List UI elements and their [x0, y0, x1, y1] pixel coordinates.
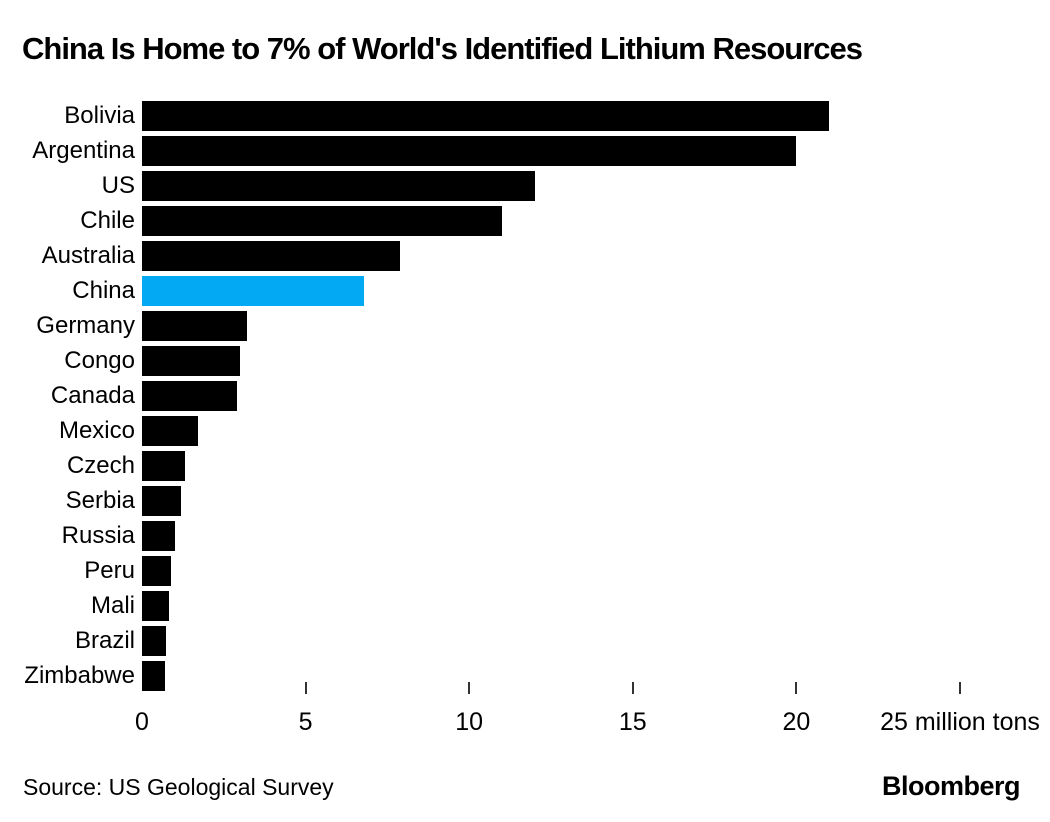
chart-title: China Is Home to 7% of World's Identifie… — [22, 31, 863, 66]
chart-row-czech: Czech — [0, 451, 1050, 481]
chart-row-bolivia: Bolivia — [0, 101, 1050, 131]
bar-congo — [142, 346, 241, 376]
x-tick-label-25: 25 million tons — [880, 708, 1040, 736]
category-label-mali: Mali — [90, 592, 135, 619]
bar-us — [142, 171, 535, 201]
chart-row-chile: Chile — [0, 206, 1050, 236]
x-tick-20 — [795, 682, 798, 694]
category-label-serbia: Serbia — [65, 487, 135, 514]
x-tick-15 — [631, 682, 634, 694]
chart-row-germany: Germany — [0, 311, 1050, 341]
category-label-peru: Peru — [84, 557, 135, 584]
bar-brazil — [142, 626, 166, 656]
category-label-us: US — [101, 172, 135, 199]
chart-row-mali: Mali — [0, 591, 1050, 621]
bar-argentina — [142, 136, 797, 166]
bar-germany — [142, 311, 247, 341]
bar-serbia — [142, 486, 182, 516]
category-label-canada: Canada — [50, 382, 135, 409]
chart-row-congo: Congo — [0, 346, 1050, 376]
bar-chile — [142, 206, 502, 236]
category-label-czech: Czech — [66, 452, 135, 479]
bar-peru — [142, 556, 171, 586]
chart-row-zimbabwe: Zimbabwe — [0, 661, 1050, 691]
bar-rows: Bolivia Argentina US Chile Australia China Ger… — [0, 101, 1050, 697]
chart-row-peru: Peru — [0, 556, 1050, 586]
bar-canada — [142, 381, 237, 411]
category-label-brazil: Brazil — [74, 627, 135, 654]
bar-mali — [142, 591, 170, 621]
bloomberg-logo: Bloomberg — [881, 771, 1021, 801]
category-label-australia: Australia — [41, 242, 135, 269]
category-label-china: China — [72, 277, 135, 304]
x-tick-label-10: 10 — [455, 708, 484, 736]
chart-row-russia: Russia — [0, 521, 1050, 551]
chart-row-australia: Australia — [0, 241, 1050, 271]
x-tick-25 — [959, 682, 961, 694]
chart-row-canada: Canada — [0, 381, 1050, 411]
category-label-bolivia: Bolivia — [64, 102, 135, 129]
category-label-congo: Congo — [64, 347, 135, 374]
chart-row-serbia: Serbia — [0, 486, 1050, 516]
bar-bolivia — [142, 101, 830, 131]
bar-australia — [142, 241, 401, 271]
chart-row-argentina: Argentina — [0, 136, 1050, 166]
bar-china — [142, 276, 365, 306]
x-tick-label-20: 20 — [782, 708, 811, 736]
category-label-chile: Chile — [80, 207, 135, 234]
x-tick-10 — [468, 682, 471, 694]
category-label-argentina: Argentina — [32, 137, 135, 164]
chart-row-mexico: Mexico — [0, 416, 1050, 446]
x-tick-5 — [304, 682, 307, 694]
category-label-mexico: Mexico — [58, 417, 135, 444]
x-tick-label-5: 5 — [298, 708, 313, 736]
chart-row-brazil: Brazil — [0, 626, 1050, 656]
category-label-russia: Russia — [61, 522, 135, 549]
x-tick-label-15: 15 — [618, 708, 647, 736]
chart-row-china: China — [0, 276, 1050, 306]
x-tick-label-0: 0 — [135, 708, 149, 736]
bar-russia — [142, 521, 175, 551]
chart-row-us: US — [0, 171, 1050, 201]
category-label-zimbabwe: Zimbabwe — [24, 662, 135, 689]
source-note: Source: US Geological Survey — [23, 774, 334, 800]
bar-zimbabwe — [142, 661, 165, 691]
bar-czech — [142, 451, 185, 481]
category-label-germany: Germany — [36, 312, 135, 339]
bar-mexico — [142, 416, 198, 446]
